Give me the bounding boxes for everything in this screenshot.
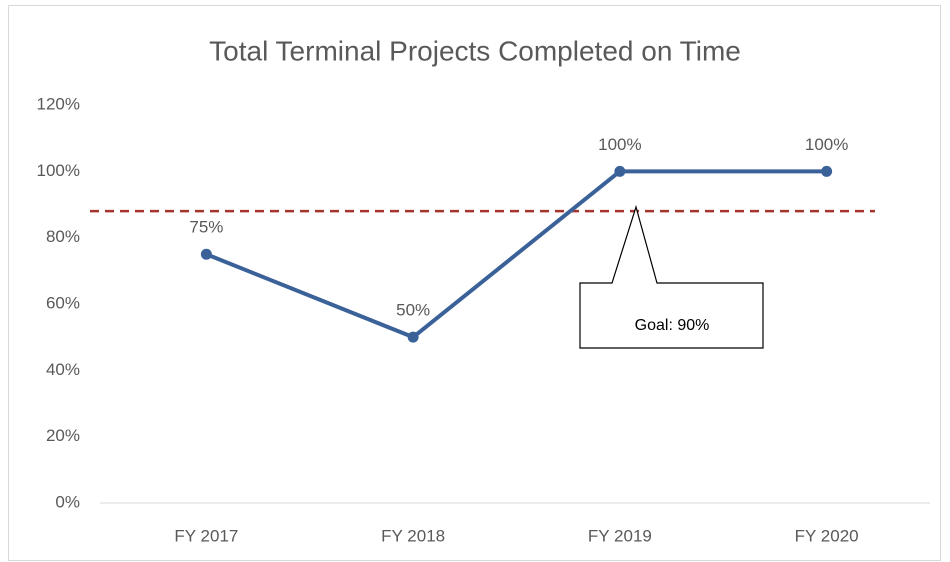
y-tick-label: 100%	[37, 161, 80, 180]
callout-box	[579, 204, 764, 349]
y-tick-label: 0%	[55, 492, 80, 511]
chart-border	[8, 5, 941, 561]
y-tick-label: 40%	[46, 360, 80, 379]
data-label: 50%	[396, 301, 430, 320]
x-tick-label: FY 2020	[795, 526, 859, 545]
data-point	[407, 331, 419, 343]
callout-text: Goal: 90%	[635, 317, 710, 334]
data-label: 100%	[805, 135, 848, 154]
data-point	[200, 248, 212, 260]
data-line	[205, 169, 827, 340]
x-tick-label: FY 2018	[381, 526, 445, 545]
x-tick-label: FY 2017	[174, 526, 238, 545]
data-label: 75%	[189, 218, 223, 237]
data-point	[821, 165, 833, 177]
y-tick-label: 120%	[37, 94, 80, 113]
chart-title: Total Terminal Projects Completed on Tim…	[209, 35, 741, 66]
y-tick-label: 20%	[46, 426, 80, 445]
x-tick-label: FY 2019	[588, 526, 652, 545]
data-label: 100%	[598, 135, 641, 154]
data-point	[614, 165, 626, 177]
y-tick-label: 80%	[46, 227, 80, 246]
y-tick-label: 60%	[46, 293, 80, 312]
